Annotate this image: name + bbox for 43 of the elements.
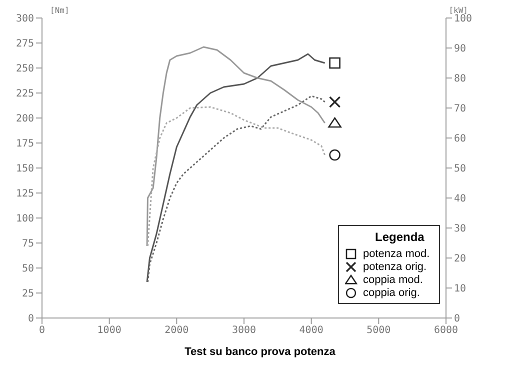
y2-tick-label: 70 <box>454 104 466 115</box>
text: potenza orig. <box>363 260 427 272</box>
y-tick-label: 100 <box>16 214 34 225</box>
x-tick-label: 2000 <box>164 325 189 336</box>
y2-tick-label: 30 <box>454 224 466 235</box>
y-tick-label: 175 <box>16 138 34 150</box>
text: Test su banco prova potenza <box>184 346 336 358</box>
y-tick-label: 75 <box>22 238 34 250</box>
y-tick-label: 0 <box>28 314 34 325</box>
x-tick-label: 3000 <box>232 325 256 336</box>
y2-tick-label: 50 <box>454 164 466 175</box>
line-series <box>146 106 326 247</box>
y2-tick-label: 60 <box>454 134 466 145</box>
x-tick-label: 1000 <box>97 325 122 336</box>
y-tick-label: 225 <box>16 88 34 100</box>
y2-tick-label: 40 <box>454 194 466 205</box>
y-tick-label: 300 <box>16 14 34 25</box>
legend-title: Legenda <box>374 230 426 244</box>
y-tick-label: 50 <box>22 264 34 275</box>
y-tick-label: 25 <box>22 288 34 300</box>
x-tick-label: 5000 <box>366 325 391 336</box>
line-series <box>146 95 326 283</box>
y2-tick-label: 20 <box>454 254 466 265</box>
text: coppia orig. <box>363 286 420 298</box>
line-series <box>146 53 326 283</box>
y2-axis-title: [kW] <box>448 6 468 15</box>
y2-tick-label: 90 <box>454 44 466 55</box>
text: potenza mod. <box>363 248 430 260</box>
y-tick-label: 275 <box>16 38 34 50</box>
y-tick-label: 150 <box>16 164 34 175</box>
line-series <box>146 46 326 247</box>
y2-tick-label: 0 <box>454 314 460 325</box>
y-tick-label: 250 <box>16 64 34 75</box>
y2-tick-label: 80 <box>454 74 466 85</box>
y-tick-label: 200 <box>16 114 34 125</box>
x-tick-label: 4000 <box>299 325 324 336</box>
y2-tick-label: 100 <box>454 14 472 25</box>
y2-tick-label: 10 <box>454 284 466 295</box>
y-tick-label: 125 <box>16 188 34 200</box>
x-tick-label: 0 <box>38 325 46 336</box>
x-tick-label: 6000 <box>434 325 458 336</box>
text: coppia mod. <box>363 274 423 286</box>
y-axis-title: [Nm] <box>49 6 70 15</box>
